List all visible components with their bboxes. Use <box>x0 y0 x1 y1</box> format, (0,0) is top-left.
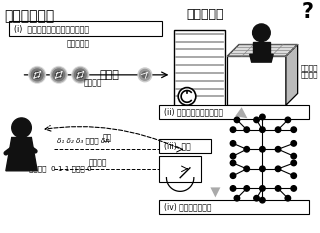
Circle shape <box>230 141 236 146</box>
Circle shape <box>275 186 281 191</box>
Circle shape <box>244 186 250 191</box>
Text: 量子コン
ピュータ: 量子コン ピュータ <box>300 64 318 78</box>
Circle shape <box>244 127 250 132</box>
Circle shape <box>291 186 296 191</box>
Text: (iii)  測定: (iii) 測定 <box>164 141 190 150</box>
FancyBboxPatch shape <box>159 156 201 182</box>
Circle shape <box>230 127 236 132</box>
Text: 測定結果  0 1 1 ・・・ 0: 測定結果 0 1 1 ・・・ 0 <box>29 165 92 172</box>
Text: 量子ビット: 量子ビット <box>67 40 90 49</box>
Circle shape <box>230 153 236 159</box>
Text: 量子通信: 量子通信 <box>84 79 102 88</box>
Polygon shape <box>227 56 286 105</box>
Circle shape <box>230 186 236 191</box>
Circle shape <box>291 127 296 132</box>
Circle shape <box>260 127 265 132</box>
Circle shape <box>51 67 67 83</box>
Circle shape <box>77 72 84 78</box>
Polygon shape <box>252 41 270 54</box>
Circle shape <box>254 117 259 123</box>
Circle shape <box>138 68 152 82</box>
Circle shape <box>31 69 43 81</box>
Text: 指令: 指令 <box>103 134 112 143</box>
Text: クライアント: クライアント <box>4 9 54 23</box>
Text: ・・・: ・・・ <box>100 70 120 80</box>
Text: (ii) 量子もつれ状態の生成: (ii) 量子もつれ状態の生成 <box>164 108 223 116</box>
Polygon shape <box>174 30 225 110</box>
Circle shape <box>291 160 296 166</box>
FancyBboxPatch shape <box>159 139 211 153</box>
Circle shape <box>291 141 296 146</box>
Text: 量子サーバ: 量子サーバ <box>186 8 224 21</box>
Circle shape <box>260 166 265 171</box>
FancyBboxPatch shape <box>159 105 309 119</box>
Circle shape <box>75 69 86 81</box>
Polygon shape <box>6 137 37 171</box>
Circle shape <box>260 186 265 191</box>
Circle shape <box>29 67 45 83</box>
Circle shape <box>252 24 270 41</box>
Text: (i)  ランダムな量子ビットの送信: (i) ランダムな量子ビットの送信 <box>14 24 89 33</box>
Circle shape <box>12 118 31 137</box>
Circle shape <box>55 72 62 78</box>
Circle shape <box>53 69 65 81</box>
Circle shape <box>73 68 88 82</box>
Circle shape <box>140 69 150 80</box>
Text: ?: ? <box>301 2 314 22</box>
Circle shape <box>275 166 281 171</box>
Polygon shape <box>227 45 298 56</box>
Circle shape <box>230 160 236 166</box>
Text: δ₁ δ₂ δ₃ ・・・ δn: δ₁ δ₂ δ₃ ・・・ δn <box>57 138 110 144</box>
Circle shape <box>275 147 281 152</box>
Circle shape <box>275 127 281 132</box>
FancyBboxPatch shape <box>159 200 309 214</box>
Circle shape <box>285 117 291 123</box>
Circle shape <box>244 147 250 152</box>
Circle shape <box>291 153 296 159</box>
Circle shape <box>254 195 259 201</box>
Circle shape <box>234 117 240 123</box>
Circle shape <box>72 67 89 83</box>
Circle shape <box>142 72 148 78</box>
Circle shape <box>230 173 236 178</box>
Circle shape <box>260 197 265 203</box>
Circle shape <box>291 173 296 178</box>
Circle shape <box>52 68 66 82</box>
Circle shape <box>244 166 250 171</box>
Circle shape <box>234 195 240 201</box>
Circle shape <box>260 114 265 120</box>
Text: (iv) 測定結果の送信: (iv) 測定結果の送信 <box>164 202 211 212</box>
Circle shape <box>34 72 41 78</box>
Circle shape <box>178 88 196 105</box>
FancyBboxPatch shape <box>9 21 162 36</box>
Text: 古典通信: 古典通信 <box>89 158 107 167</box>
Circle shape <box>30 68 44 82</box>
Polygon shape <box>250 54 273 62</box>
Circle shape <box>285 195 291 201</box>
Circle shape <box>260 147 265 152</box>
Polygon shape <box>286 45 298 105</box>
